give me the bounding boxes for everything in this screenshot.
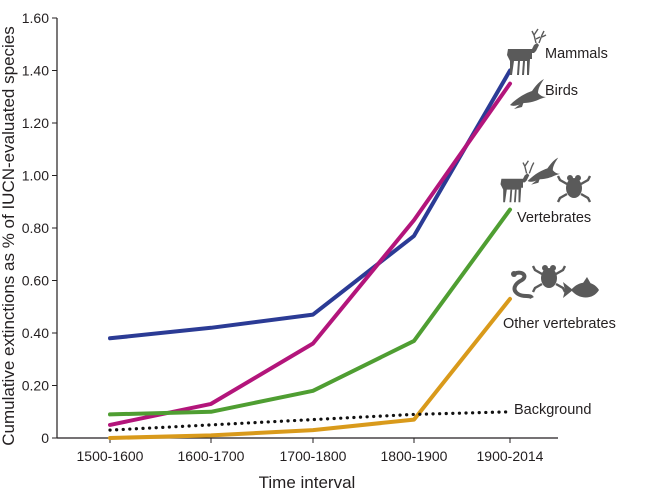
bird-icon xyxy=(527,157,560,185)
snake-icon xyxy=(511,270,534,300)
label-background: Background xyxy=(514,402,591,418)
series-line-other-vertebrates xyxy=(108,296,512,440)
series-lines xyxy=(108,68,512,440)
fish-icon xyxy=(563,277,599,298)
y-tick-label: 0.20 xyxy=(22,378,49,394)
frog-icon xyxy=(531,265,567,293)
deer-icon xyxy=(500,160,535,203)
y-tick-label: 1.40 xyxy=(22,63,49,79)
y-tick-label: 0.40 xyxy=(22,325,49,341)
y-axis-title: Cumulative extinctions as % of IUCN-eval… xyxy=(0,26,18,446)
x-tick-label: 1500-1600 xyxy=(77,448,144,464)
label-other-vertebrates: Other vertebrates xyxy=(503,316,616,332)
x-tick-label: 1800-1900 xyxy=(381,448,448,464)
frog-icon xyxy=(556,175,592,203)
series-line-vertebrates xyxy=(108,207,512,417)
x-axis-ticks: 1500-1600 1600-1700 1700-1800 1800-1900 1900… xyxy=(77,438,544,464)
label-birds: Birds xyxy=(545,83,578,99)
deer-icon xyxy=(507,28,547,75)
x-tick-label: 1900-2014 xyxy=(477,448,544,464)
y-tick-label: 1.60 xyxy=(22,10,49,26)
label-mammals: Mammals xyxy=(545,46,608,62)
other-vertebrates-icon-group xyxy=(511,265,599,300)
y-tick-label: 0 xyxy=(41,430,49,446)
y-tick-label: 1.00 xyxy=(22,168,49,184)
x-axis-title: Time interval xyxy=(259,473,356,492)
vertebrates-icon-group xyxy=(500,157,592,203)
y-tick-label: 1.20 xyxy=(22,115,49,131)
y-tick-label: 0.80 xyxy=(22,220,49,236)
series-line-mammals xyxy=(108,68,512,341)
label-vertebrates: Vertebrates xyxy=(517,210,591,226)
x-tick-label: 1600-1700 xyxy=(178,448,245,464)
y-axis-ticks: 0 0.20 0.40 0.60 0.80 1.00 1.20 1.40 1.60 xyxy=(22,10,57,446)
series-line-background xyxy=(108,410,512,432)
x-tick-label: 1700-1800 xyxy=(280,448,347,464)
y-tick-label: 0.60 xyxy=(22,273,49,289)
bird-icon xyxy=(510,79,546,109)
